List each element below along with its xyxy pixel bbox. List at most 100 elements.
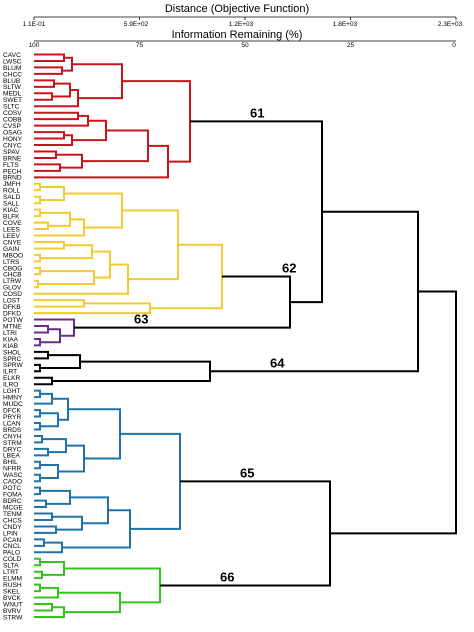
dendrogram-branch [34, 570, 43, 580]
leaf-label: SWET [3, 97, 22, 104]
dendrogram-branch [34, 376, 53, 386]
leaf-label: PECH [3, 168, 22, 175]
dendrogram-branch [34, 586, 59, 599]
leaf-label: OSAG [3, 129, 22, 136]
dendrogram-branch [34, 460, 41, 470]
leaf-label: CAVC [3, 52, 21, 59]
dendrogram-branch [68, 408, 121, 460]
leaf-label: ROLL [3, 188, 21, 195]
leaf-label: MBOO [3, 252, 23, 259]
dendrogram-branch [160, 480, 331, 587]
leaf-label: BRND [3, 175, 22, 182]
leaf-label: PRYR [3, 414, 21, 421]
dendrogram-branch [34, 486, 41, 496]
dendrogram-branch [34, 208, 41, 218]
leaf-label: BRNE [3, 155, 22, 162]
dendrogram-branch [74, 275, 291, 329]
dendrogram-branch [70, 496, 109, 525]
leaf-label: ILRO [3, 382, 18, 389]
dendrogram-branch [34, 111, 79, 121]
dendrogram-branch [40, 186, 65, 201]
leaf-label: HONY [3, 136, 23, 143]
leaf-label: HMNY [3, 395, 23, 402]
dendrogram-branch [34, 134, 73, 147]
leaf-label: LWSC [3, 58, 22, 65]
leaf-label: CHCS [3, 517, 22, 524]
dendrogram-branch [40, 489, 71, 505]
leaf-label: BLUB [3, 78, 21, 85]
dendrogram-branch [34, 337, 41, 347]
leaf-label: LTRT [3, 569, 19, 576]
dendrogram-branch [34, 325, 49, 334]
dendrogram-branch [58, 444, 85, 473]
leaf-label: LEEV [3, 233, 20, 240]
leaf-label: SPAV [3, 149, 20, 156]
leaf-label: ILRT [3, 369, 17, 376]
leaf-label: CBOG [3, 265, 22, 272]
leaf-label: JMFH [3, 181, 21, 188]
dendrogram-branch [40, 328, 61, 344]
leaf-label: SKEL [3, 589, 20, 596]
dendrogram-branch [210, 210, 419, 373]
dendrogram-branch [34, 253, 41, 263]
leaf-label: WASC [3, 472, 23, 479]
leaf-label: COLD [3, 556, 22, 563]
bottom-tick-label: 100 [29, 42, 40, 49]
leaf-label: NFRR [3, 466, 22, 473]
top-axis: Distance (Objective Function) 1.1E-01 5.… [23, 3, 463, 28]
leaf-label: CNYE [3, 239, 22, 246]
bottom-tick-label: 75 [136, 42, 144, 49]
dendrogram-branch [72, 63, 123, 100]
leaf-label: SLTC [3, 104, 20, 111]
leaf-label: LEES [3, 226, 20, 233]
leaf-label: BDRC [3, 498, 22, 505]
cluster-label: 64 [270, 355, 285, 370]
cluster-label: 65 [240, 465, 254, 480]
leaf-label: KIAB [3, 343, 19, 350]
leaf-label: CNYH [3, 433, 22, 440]
leaf-label: TENM [3, 511, 22, 518]
dendrogram-branch [34, 434, 43, 444]
leaf-label: SALL [3, 201, 19, 208]
leaf-label: SLTW [3, 84, 22, 91]
leaf-label: MCGE [3, 504, 23, 511]
leaf-label: GLOV [3, 285, 22, 292]
leaf-label: MEDL [3, 91, 22, 98]
leaf-label: FLTS [3, 162, 19, 169]
leaf-label: CNYC [3, 142, 22, 149]
dendrogram-branch [42, 438, 67, 454]
leaf-label: CNDY [3, 524, 22, 531]
bottom-tick-label: 0 [452, 42, 456, 49]
leaf-label: POTC [3, 485, 22, 492]
dendrogram-branch [38, 270, 95, 286]
dendrogram-branch [34, 302, 151, 315]
leaf-label: BLFK [3, 214, 20, 221]
leaf-label: SPRW [3, 362, 23, 369]
top-tick-label: 1.2E+03 [229, 21, 254, 28]
dendrogram-branch [34, 389, 41, 399]
leaf-label: MTNE [3, 323, 22, 330]
leaf-label: MUDC [3, 401, 23, 408]
dendrogram-branch [34, 499, 47, 509]
dendrogram-branch [34, 279, 39, 289]
dendrogram-branch [34, 603, 53, 612]
cluster-labels: 61 62 63 64 65 66 [134, 105, 296, 584]
leaf-label: DFKB [3, 304, 21, 311]
dendrogram-branch [122, 209, 179, 281]
leaf-label: ELKR [3, 375, 20, 382]
cluster-label: 62 [282, 261, 296, 276]
leaf-label: DFKD [3, 311, 21, 318]
dendrogram-branch [64, 567, 161, 604]
dendrogram-branch [34, 114, 89, 127]
leaf-label: COSV [3, 110, 22, 117]
leaf-label: SHOL [3, 349, 21, 356]
leaf-label: LGHT [3, 388, 21, 395]
dendrogram-branch [34, 92, 53, 101]
dendrogram-branch [82, 129, 149, 163]
leaf-label: LBEA [3, 453, 20, 460]
leaf-label: CHCC [3, 71, 22, 78]
dendrogram-branch [34, 195, 41, 205]
dendrogram-branch [34, 182, 41, 192]
dendrogram-branch [34, 606, 65, 618]
dendrogram-branch [52, 360, 211, 382]
